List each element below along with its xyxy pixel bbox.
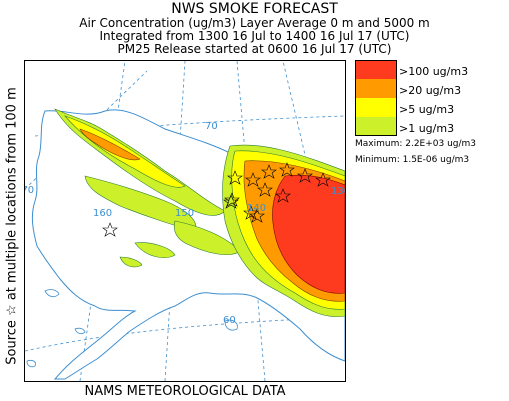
maximum-value: Maximum: 2.2E+03 ug/m3 xyxy=(355,139,477,149)
grid-label: 130 xyxy=(331,186,345,197)
grid-label: 70 xyxy=(205,121,218,132)
legend-swatch xyxy=(355,79,397,98)
grid-label: 140 xyxy=(247,203,266,214)
legend-label: >5 ug/m3 xyxy=(399,103,455,116)
legend-row: >5 ug/m3 xyxy=(355,98,505,117)
source-star-icon xyxy=(257,182,273,197)
source-star-icon xyxy=(102,222,118,237)
legend-label: >1 ug/m3 xyxy=(399,122,455,135)
legend-row: >1 ug/m3 xyxy=(355,117,505,136)
grid-label: 170 xyxy=(25,185,34,196)
island xyxy=(224,319,238,331)
island xyxy=(74,327,86,335)
source-star-icon xyxy=(245,172,261,187)
minimum-value: Minimum: 1.5E-06 ug/m3 xyxy=(355,155,470,165)
graticule-labels: 70 170 160 150 140 130 60 xyxy=(25,121,345,326)
source-star-icon xyxy=(297,168,313,183)
smoke-map: 70 170 160 150 140 130 60 xyxy=(25,61,345,381)
legend-swatch xyxy=(355,60,397,79)
legend-row: >100 ug/m3 xyxy=(355,60,505,79)
islands xyxy=(26,289,238,368)
source-markers xyxy=(102,162,331,237)
map-panel: 70 170 160 150 140 130 60 xyxy=(24,60,346,382)
concentration-subtitle: Air Concentration (ug/m3) Layer Average … xyxy=(79,16,430,30)
release-info: PM25 Release started at 0600 16 Jul 17 (… xyxy=(117,42,392,56)
source-description: Source ☆ at multiple locations from 100 … xyxy=(4,87,20,365)
grid-label: 160 xyxy=(93,208,112,219)
smoke-layer-100 xyxy=(272,174,345,294)
source-star-icon xyxy=(279,162,295,177)
island xyxy=(44,289,60,298)
grid-label: 150 xyxy=(175,208,194,219)
concentration-legend: >100 ug/m3 >20 ug/m3 >5 ug/m3 >1 ug/m3 xyxy=(355,60,505,136)
legend-swatch xyxy=(355,117,397,136)
map-title: NWS SMOKE FORECAST xyxy=(171,1,338,17)
grid-label: 60 xyxy=(223,315,236,326)
source-star-icon xyxy=(249,208,265,223)
source-star-icon xyxy=(315,172,331,187)
source-star-icon xyxy=(275,188,291,203)
source-star-icon xyxy=(261,164,277,179)
island xyxy=(26,359,36,368)
legend-label: >100 ug/m3 xyxy=(399,65,469,78)
data-source-label: NAMS METEOROLOGICAL DATA xyxy=(84,384,286,399)
source-star-icon xyxy=(227,170,243,185)
legend-label: >20 ug/m3 xyxy=(399,84,462,97)
legend-row: >20 ug/m3 xyxy=(355,79,505,98)
latitude-line-60 xyxy=(25,316,345,352)
legend-swatch xyxy=(355,98,397,117)
integration-period: Integrated from 1300 16 Jul to 1400 16 J… xyxy=(99,29,410,43)
source-star-icon xyxy=(224,192,240,207)
